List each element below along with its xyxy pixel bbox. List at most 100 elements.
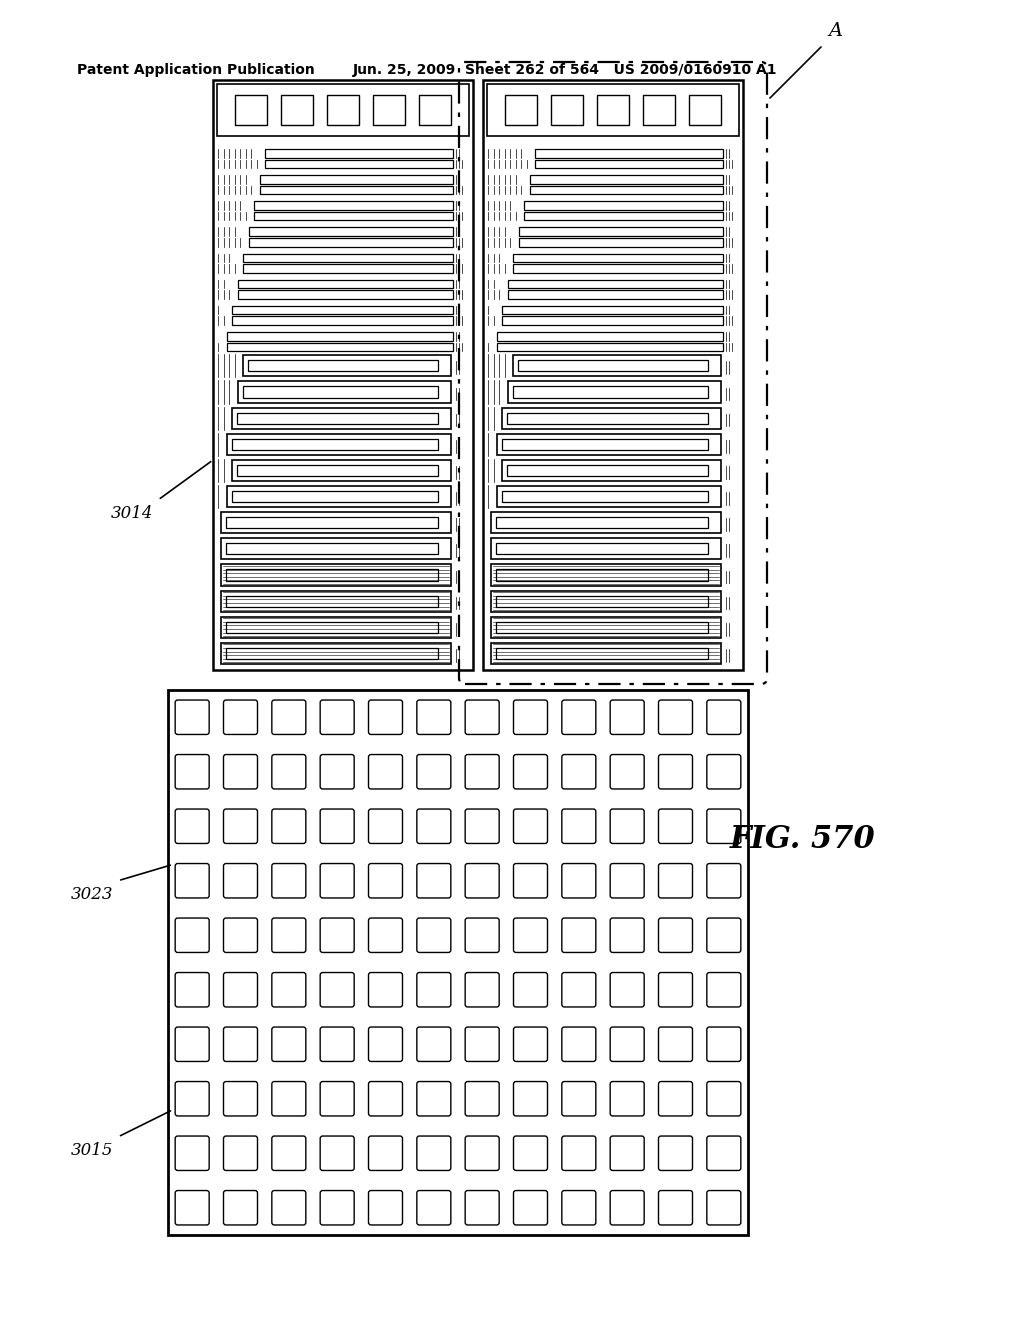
Bar — [496, 595, 708, 607]
Text: 3015: 3015 — [71, 1142, 113, 1159]
Bar — [597, 95, 629, 125]
Bar — [496, 544, 708, 554]
Bar — [226, 569, 438, 581]
Bar — [496, 517, 708, 528]
Bar — [487, 84, 739, 136]
Bar — [221, 539, 451, 560]
Bar — [243, 387, 438, 397]
Bar — [496, 648, 708, 659]
Bar — [518, 227, 723, 236]
Bar — [238, 381, 451, 403]
Bar — [259, 186, 453, 194]
Bar — [243, 253, 453, 263]
Bar — [643, 95, 675, 125]
Bar — [327, 95, 359, 125]
Bar — [168, 690, 748, 1236]
Bar — [226, 622, 438, 632]
Bar — [508, 280, 723, 288]
Bar — [483, 81, 743, 671]
Bar — [249, 238, 453, 247]
Bar — [221, 512, 451, 533]
Bar — [535, 160, 723, 168]
Bar — [232, 317, 453, 325]
Bar — [243, 264, 453, 273]
Bar — [497, 343, 723, 351]
Bar — [524, 202, 723, 210]
Bar — [226, 648, 438, 659]
Bar — [497, 434, 721, 455]
Bar — [689, 95, 721, 125]
Bar — [512, 387, 708, 397]
Bar — [226, 486, 451, 507]
Bar — [237, 412, 438, 424]
Bar — [226, 544, 438, 554]
Bar — [496, 569, 708, 581]
Bar — [221, 565, 451, 586]
Bar — [419, 95, 451, 125]
Bar — [502, 491, 708, 502]
Bar — [231, 491, 438, 502]
Bar — [243, 355, 451, 376]
Bar — [502, 459, 721, 480]
Text: 3014: 3014 — [111, 506, 153, 521]
Bar — [265, 149, 453, 157]
Bar — [226, 333, 453, 341]
Bar — [490, 539, 721, 560]
Bar — [232, 459, 451, 480]
Text: 3023: 3023 — [71, 886, 113, 903]
Bar — [507, 412, 708, 424]
Bar — [508, 290, 723, 298]
Bar — [490, 590, 721, 611]
Bar — [221, 590, 451, 611]
Bar — [518, 238, 723, 247]
Bar — [226, 434, 451, 455]
Bar — [496, 622, 708, 632]
Bar — [551, 95, 583, 125]
Bar — [226, 343, 453, 351]
Bar — [232, 306, 453, 314]
Bar — [518, 360, 708, 371]
Text: Patent Application Publication: Patent Application Publication — [77, 63, 314, 78]
Bar — [502, 317, 723, 325]
Bar — [508, 381, 721, 403]
Bar — [238, 290, 453, 298]
Text: A: A — [828, 22, 842, 40]
Bar — [497, 333, 723, 341]
Text: Jun. 25, 2009  Sheet 262 of 564   US 2009/0160910 A1: Jun. 25, 2009 Sheet 262 of 564 US 2009/0… — [353, 63, 778, 78]
Bar — [232, 408, 451, 429]
Bar — [217, 84, 469, 136]
Bar — [226, 517, 438, 528]
Bar — [281, 95, 313, 125]
Bar — [254, 202, 453, 210]
Bar — [249, 227, 453, 236]
Bar — [502, 438, 708, 450]
Bar — [529, 186, 723, 194]
Bar — [221, 616, 451, 638]
Bar — [254, 213, 453, 220]
Bar — [234, 95, 267, 125]
Bar — [231, 438, 438, 450]
Bar — [213, 81, 473, 671]
Bar — [507, 465, 708, 477]
Bar — [502, 408, 721, 429]
Bar — [535, 149, 723, 157]
Bar — [513, 355, 721, 376]
Bar — [373, 95, 406, 125]
Bar — [524, 213, 723, 220]
Bar — [226, 595, 438, 607]
Bar — [497, 486, 721, 507]
Text: FIG. 570: FIG. 570 — [730, 825, 876, 855]
Bar — [490, 565, 721, 586]
Bar — [513, 264, 723, 273]
Bar — [238, 280, 453, 288]
Bar — [265, 160, 453, 168]
Bar — [490, 643, 721, 664]
Bar — [529, 176, 723, 183]
Bar — [248, 360, 438, 371]
Bar — [502, 306, 723, 314]
Bar — [259, 176, 453, 183]
Bar — [490, 512, 721, 533]
Bar — [513, 253, 723, 263]
Bar — [505, 95, 537, 125]
Bar — [237, 465, 438, 477]
